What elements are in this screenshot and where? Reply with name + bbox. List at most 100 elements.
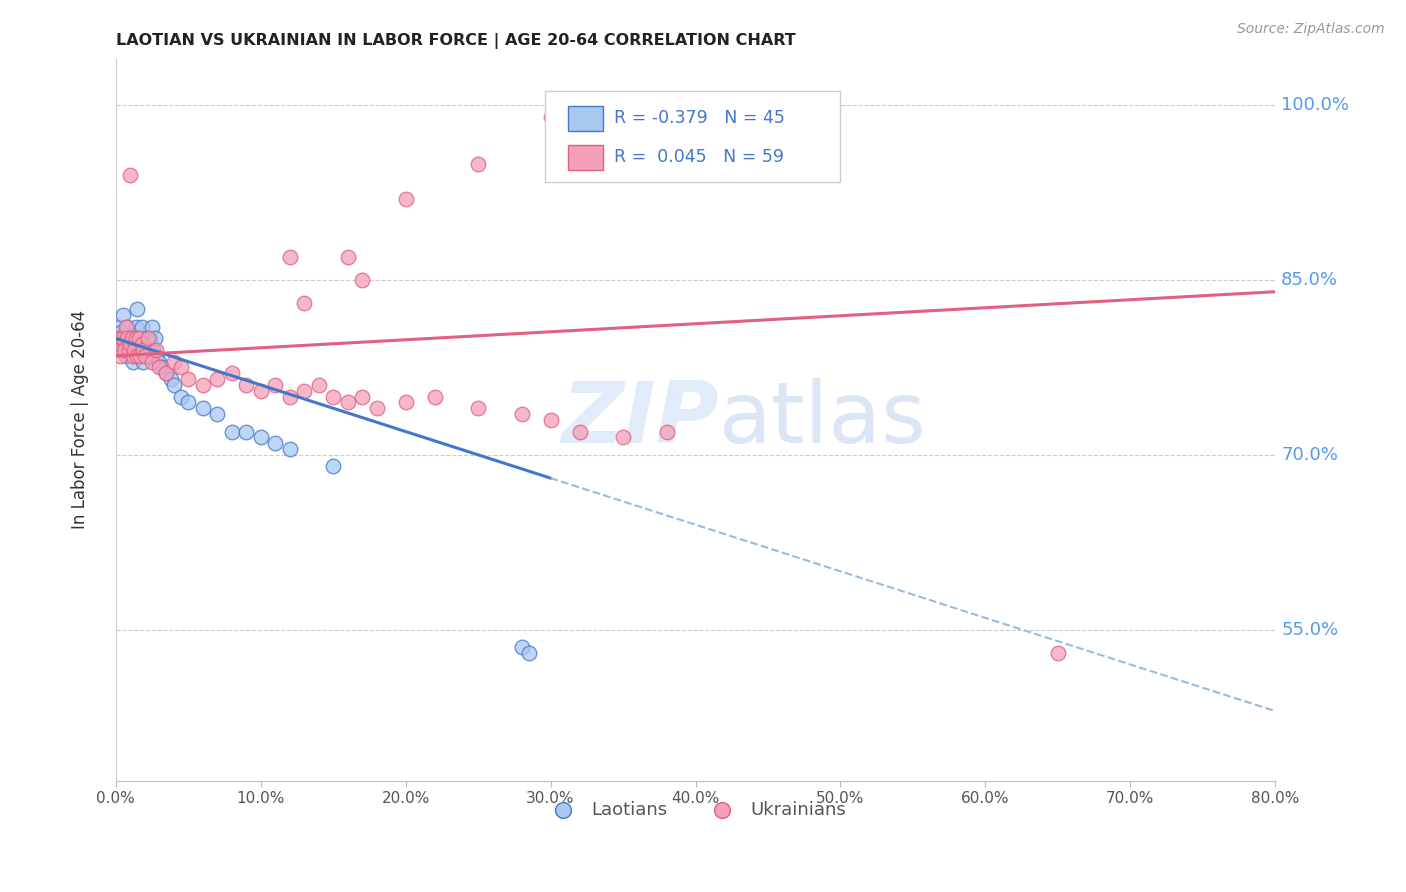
Point — [235, 425, 257, 439]
Point — [540, 413, 562, 427]
Text: R =  0.045   N = 59: R = 0.045 N = 59 — [614, 148, 785, 166]
FancyBboxPatch shape — [544, 91, 841, 181]
Point — [131, 337, 153, 351]
Point — [114, 319, 136, 334]
Point — [110, 331, 132, 345]
Point — [423, 390, 446, 404]
Point — [235, 378, 257, 392]
Point — [112, 337, 135, 351]
Point — [221, 366, 243, 380]
Point — [138, 349, 160, 363]
Point — [612, 98, 634, 112]
Point — [132, 354, 155, 368]
Point — [249, 384, 271, 398]
Point — [108, 349, 131, 363]
Point — [139, 331, 162, 345]
Point — [125, 319, 148, 334]
Point — [127, 349, 149, 363]
Point — [352, 390, 374, 404]
Point — [118, 331, 141, 345]
Point — [1046, 646, 1069, 660]
Point — [292, 296, 315, 310]
Point — [125, 331, 148, 345]
Point — [142, 343, 165, 357]
Point — [141, 319, 163, 334]
Point — [145, 343, 167, 357]
Point — [120, 168, 142, 182]
Point — [278, 250, 301, 264]
Point — [155, 366, 177, 380]
Point — [352, 273, 374, 287]
Point — [336, 250, 359, 264]
Text: 100.0%: 100.0% — [1281, 96, 1350, 114]
Point — [136, 343, 159, 357]
Point — [155, 366, 177, 380]
Point — [128, 331, 150, 345]
Point — [510, 640, 533, 654]
Point — [120, 337, 142, 351]
Point — [115, 319, 138, 334]
Point — [278, 390, 301, 404]
Point — [177, 395, 200, 409]
Point — [467, 401, 489, 416]
Point — [107, 337, 129, 351]
Point — [292, 384, 315, 398]
Point — [336, 395, 359, 409]
Point — [135, 331, 157, 345]
Point — [205, 372, 228, 386]
Point — [540, 110, 562, 124]
Y-axis label: In Labor Force | Age 20-64: In Labor Force | Age 20-64 — [72, 310, 89, 530]
Point — [278, 442, 301, 456]
Point — [308, 378, 330, 392]
Point — [122, 354, 145, 368]
Text: Source: ZipAtlas.com: Source: ZipAtlas.com — [1237, 22, 1385, 37]
Point — [128, 343, 150, 357]
Point — [120, 343, 142, 357]
Point — [122, 349, 145, 363]
Point — [121, 331, 143, 345]
Point — [136, 331, 159, 345]
Point — [162, 378, 184, 392]
Point — [150, 360, 173, 375]
Point — [124, 343, 146, 357]
Point — [107, 319, 129, 334]
Point — [170, 390, 193, 404]
Point — [105, 331, 128, 345]
Point — [105, 331, 128, 345]
Point — [131, 319, 153, 334]
Point — [170, 360, 193, 375]
Legend: Laotians, Ukrainians: Laotians, Ukrainians — [537, 794, 853, 826]
Point — [110, 326, 132, 340]
Point — [568, 425, 591, 439]
Point — [177, 372, 200, 386]
Point — [394, 192, 416, 206]
Point — [143, 331, 166, 345]
Point — [221, 425, 243, 439]
Text: 55.0%: 55.0% — [1281, 621, 1339, 639]
Point — [108, 343, 131, 357]
Point — [129, 331, 152, 345]
Point — [467, 156, 489, 170]
Point — [655, 425, 678, 439]
Bar — [568, 106, 603, 131]
Point — [132, 343, 155, 357]
Point — [124, 331, 146, 345]
Point — [205, 407, 228, 421]
Point — [145, 349, 167, 363]
Text: LAOTIAN VS UKRAINIAN IN LABOR FORCE | AGE 20-64 CORRELATION CHART: LAOTIAN VS UKRAINIAN IN LABOR FORCE | AG… — [115, 33, 796, 49]
Point — [115, 331, 138, 345]
Point — [517, 646, 540, 660]
Point — [118, 343, 141, 357]
Point — [162, 354, 184, 368]
Point — [510, 407, 533, 421]
Point — [134, 349, 156, 363]
Point — [249, 430, 271, 444]
Point — [112, 343, 135, 357]
Text: R = -0.379   N = 45: R = -0.379 N = 45 — [614, 109, 785, 127]
Point — [141, 354, 163, 368]
Point — [148, 354, 170, 368]
Point — [322, 459, 344, 474]
Point — [191, 401, 214, 416]
Point — [148, 360, 170, 375]
Point — [121, 331, 143, 345]
